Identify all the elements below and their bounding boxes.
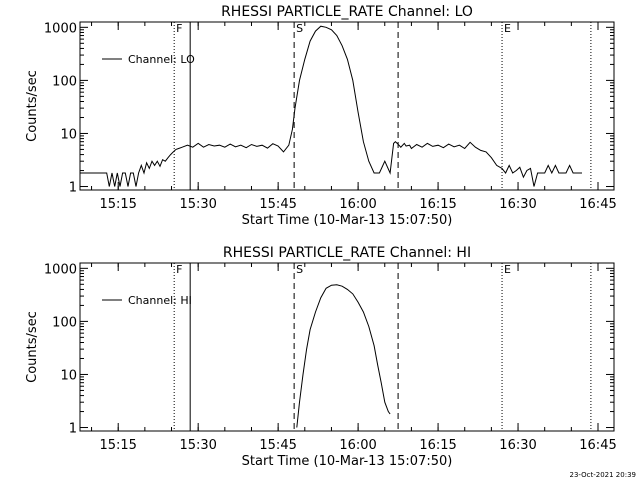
plot-frame	[79, 262, 615, 432]
chart-panel-lo: RHESSI PARTICLE_RATE Channel: LO 1 10 100 10…	[25, 4, 617, 228]
x-tick-label: 15:45	[259, 438, 296, 453]
y-axis-label: Counts/sec	[25, 70, 40, 142]
event-marker-label: F	[176, 22, 182, 35]
y-tick-label: 1000	[44, 21, 77, 36]
x-tick-label: 15:15	[99, 438, 136, 453]
y-tick-label: 1000	[44, 262, 77, 277]
x-tick-label: 16:30	[499, 438, 536, 453]
legend-entry: Channel: HI	[128, 294, 192, 307]
x-tick-label: 16:00	[339, 438, 376, 453]
series-line	[80, 25, 582, 187]
timestamp-label: 23-Oct-2021 20:39	[570, 471, 636, 479]
chart-panel-hi: RHESSI PARTICLE_RATE Channel: HI 1 10 100 10…	[25, 245, 617, 469]
event-marker-label: E	[504, 263, 511, 276]
event-marker-label: F	[176, 263, 182, 276]
x-tick-label: 15:45	[259, 197, 296, 212]
x-tick-label: 16:45	[579, 438, 616, 453]
y-tick-label: 1	[69, 422, 77, 437]
x-tick-label: 15:15	[99, 197, 136, 212]
x-tick-label: 16:45	[579, 197, 616, 212]
chart-title: RHESSI PARTICLE_RATE Channel: LO	[221, 4, 473, 20]
x-tick-label: 16:30	[499, 197, 536, 212]
y-axis-label: Counts/sec	[25, 311, 40, 383]
event-marker-label: S	[296, 22, 303, 35]
legend-entry: Channel: LO	[128, 53, 195, 66]
y-tick-label: 100	[52, 74, 77, 89]
x-tick-label: 15:30	[179, 197, 216, 212]
event-marker-label: S	[296, 263, 303, 276]
x-tick-label: 16:00	[339, 197, 376, 212]
chart-title: RHESSI PARTICLE_RATE Channel: HI	[223, 245, 471, 261]
x-tick-label: 16:15	[419, 438, 456, 453]
x-tick-label: 15:30	[179, 438, 216, 453]
y-tick-label: 1	[69, 181, 77, 196]
series-line	[296, 284, 391, 428]
x-tick-label: 16:15	[419, 197, 456, 212]
y-tick-label: 100	[52, 315, 77, 330]
x-axis-label: Start Time (10-Mar-13 15:07:50)	[242, 213, 453, 228]
x-axis-label: Start Time (10-Mar-13 15:07:50)	[242, 454, 453, 469]
y-tick-label: 10	[60, 127, 77, 142]
event-marker-label: E	[504, 22, 511, 35]
plot-frame	[79, 21, 615, 191]
y-tick-label: 10	[60, 368, 77, 383]
